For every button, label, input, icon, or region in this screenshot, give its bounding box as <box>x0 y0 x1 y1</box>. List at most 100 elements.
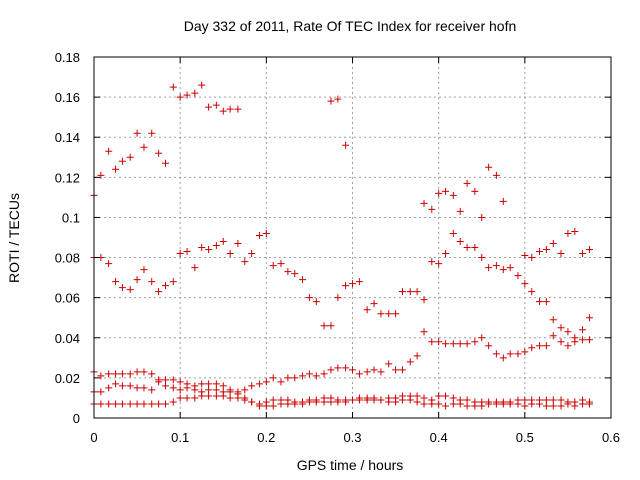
data-point <box>183 384 191 392</box>
data-point <box>579 326 587 334</box>
data-point <box>492 350 500 358</box>
data-point <box>205 246 213 254</box>
data-point <box>212 380 220 388</box>
data-point <box>205 103 213 111</box>
data-point <box>549 240 557 248</box>
data-point <box>133 368 141 376</box>
data-point <box>398 366 406 374</box>
data-point <box>342 141 350 149</box>
data-point <box>126 400 134 408</box>
data-point <box>542 396 550 404</box>
data-point <box>398 288 406 296</box>
data-point <box>133 384 141 392</box>
x-tick-label: 0.4 <box>430 430 448 445</box>
data-point <box>305 398 313 406</box>
data-point <box>169 398 177 406</box>
data-point <box>277 400 285 408</box>
data-point <box>148 386 156 394</box>
data-point <box>363 368 371 376</box>
data-point <box>219 382 227 390</box>
data-point <box>514 350 522 358</box>
data-point <box>299 372 307 380</box>
data-point <box>212 386 220 394</box>
data-point <box>262 229 270 237</box>
data-point <box>521 252 529 260</box>
y-tick-label: 0 <box>73 411 80 426</box>
data-point <box>155 400 163 408</box>
data-point <box>428 205 436 213</box>
data-point <box>435 189 443 197</box>
y-tick-label: 0.04 <box>55 331 80 346</box>
data-point <box>435 400 443 408</box>
data-point <box>528 254 536 262</box>
data-point <box>126 382 134 390</box>
data-point <box>579 336 587 344</box>
data-point <box>262 402 270 410</box>
data-point <box>478 213 486 221</box>
data-point <box>118 400 126 408</box>
data-point <box>585 400 593 408</box>
data-point <box>435 260 443 268</box>
data-point <box>499 197 507 205</box>
data-point <box>162 159 170 167</box>
data-point <box>198 244 206 252</box>
data-point <box>269 262 277 270</box>
data-point <box>499 400 507 408</box>
x-tick-label: 0.2 <box>257 430 275 445</box>
data-point <box>564 342 572 350</box>
data-point <box>571 227 579 235</box>
data-point <box>155 149 163 157</box>
data-point <box>349 366 356 374</box>
data-point <box>112 370 120 378</box>
data-point <box>248 382 256 390</box>
data-point <box>226 105 234 113</box>
data-point <box>327 398 335 406</box>
data-point <box>284 400 292 408</box>
data-point <box>212 392 220 400</box>
data-point <box>585 336 593 344</box>
data-point <box>205 386 213 394</box>
data-point <box>112 380 120 388</box>
data-point <box>176 394 184 402</box>
series-8 <box>90 392 593 410</box>
data-point <box>334 364 342 372</box>
data-point <box>312 298 320 306</box>
data-point <box>183 394 191 402</box>
x-tick-label: 0.1 <box>171 430 189 445</box>
data-point <box>478 402 486 410</box>
data-point <box>557 324 565 332</box>
data-point <box>97 171 105 179</box>
data-point <box>284 268 292 276</box>
data-point <box>442 187 450 195</box>
y-axis-label: ROTI / TECUs <box>6 193 22 283</box>
data-point <box>385 360 393 368</box>
data-point <box>140 143 148 151</box>
data-point <box>148 400 156 408</box>
data-point <box>406 396 414 404</box>
data-point <box>435 392 443 400</box>
data-point <box>140 266 148 274</box>
data-point <box>485 342 493 350</box>
data-point <box>420 328 428 336</box>
data-point <box>585 314 593 322</box>
data-point <box>234 240 242 248</box>
data-point <box>557 402 565 410</box>
data-point <box>148 129 156 137</box>
data-point <box>571 402 579 410</box>
data-point <box>305 294 313 302</box>
data-point <box>291 400 299 408</box>
data-point <box>456 340 464 348</box>
data-point <box>557 338 565 346</box>
data-point <box>97 372 105 380</box>
data-point <box>535 248 543 256</box>
data-point <box>176 93 184 101</box>
data-point <box>97 400 105 408</box>
data-point <box>549 332 557 340</box>
data-point <box>162 400 170 408</box>
data-point <box>226 388 234 396</box>
data-point <box>355 396 363 404</box>
data-point <box>191 264 199 272</box>
data-point <box>133 400 141 408</box>
